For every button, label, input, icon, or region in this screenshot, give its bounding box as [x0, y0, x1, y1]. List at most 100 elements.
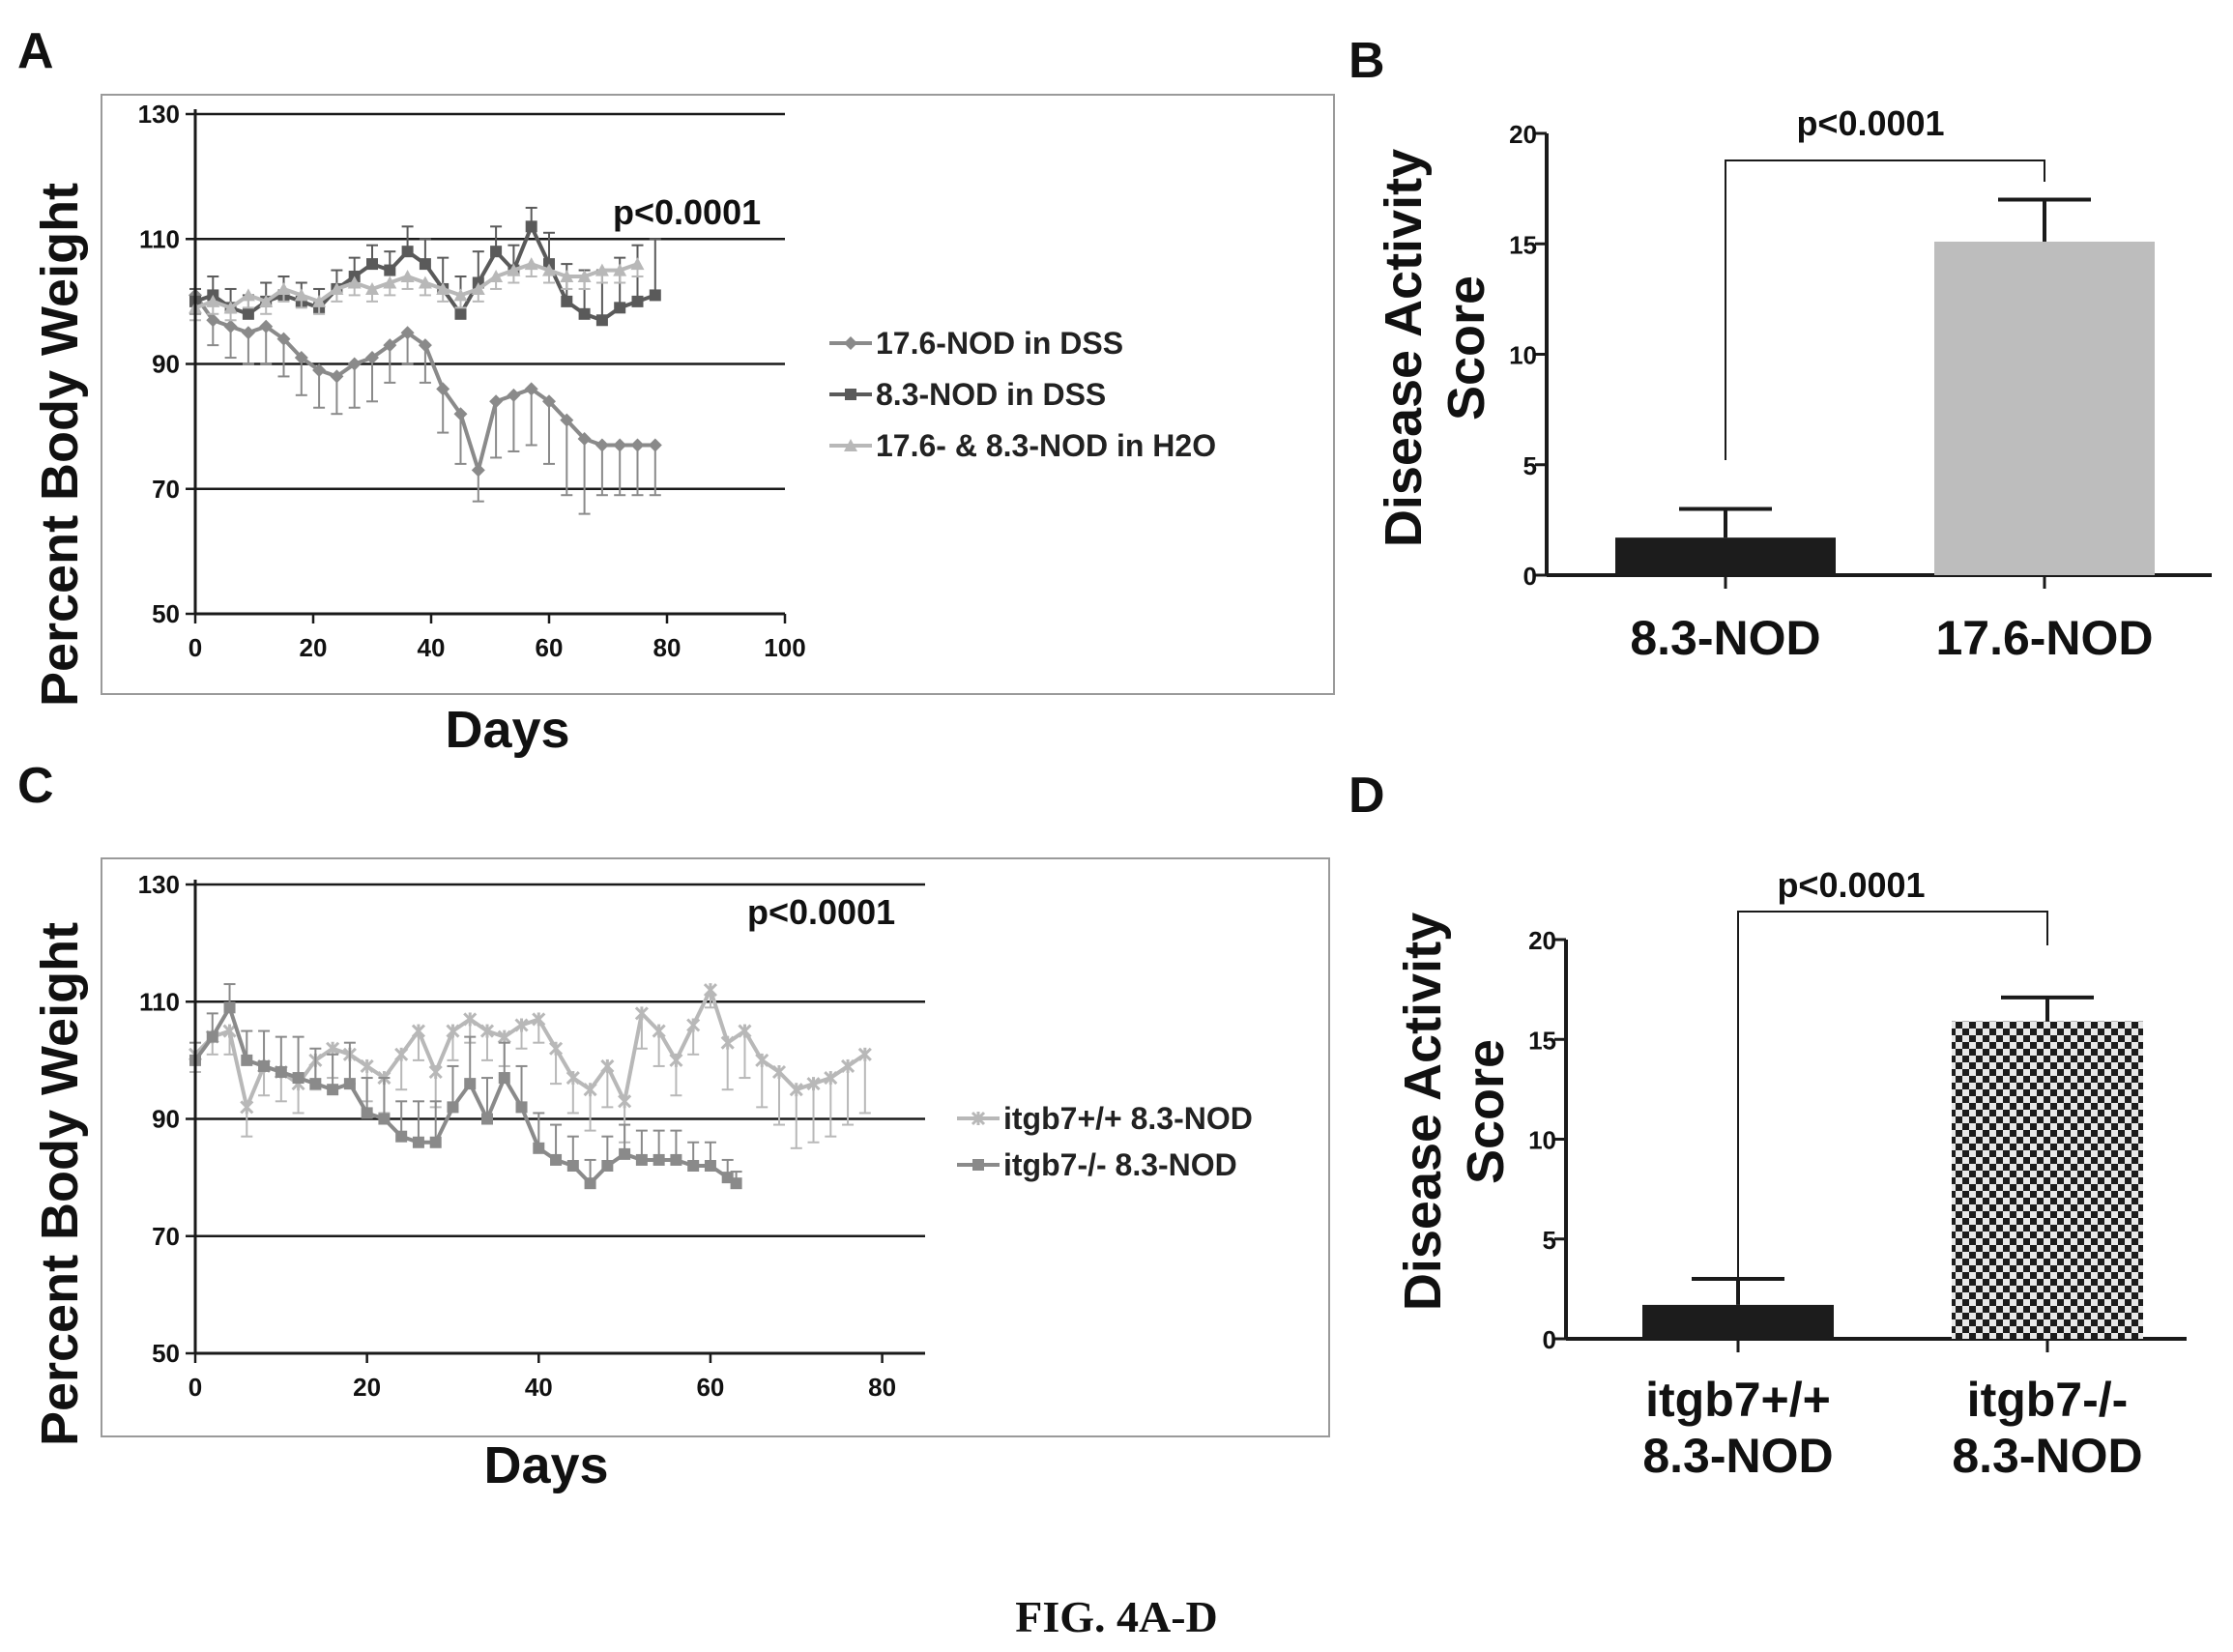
chart-c-point — [515, 1101, 528, 1114]
chart-b-pvalue: p<0.0001 — [1796, 103, 1944, 143]
chart-c-ytick-label: 70 — [152, 1222, 180, 1251]
chart-c-point — [309, 1078, 322, 1090]
chart-c-point — [532, 1012, 546, 1027]
chart-c-point — [720, 1035, 735, 1050]
chart-a-point — [649, 289, 661, 302]
chart-c-point — [378, 1113, 391, 1125]
chart-c-point — [669, 1053, 683, 1067]
chart-b-ylabel-line2: Score — [1437, 275, 1495, 420]
chart-c-point — [514, 1018, 529, 1032]
chart-a-point — [347, 357, 362, 371]
chart-c-point — [411, 1024, 426, 1038]
chart-a-legend-label: 17.6-NOD in DSS — [876, 326, 1123, 361]
chart-a-ytick-label: 70 — [152, 475, 180, 504]
chart-c-xtick-label: 0 — [188, 1373, 202, 1402]
chart-a-point — [561, 295, 573, 307]
chart-c-point — [258, 1059, 271, 1072]
chart-a-point — [365, 281, 379, 295]
chart-a-legend: 17.6-NOD in DSS 8.3-NOD in DSS 17.6- & 8.3… — [829, 326, 1216, 463]
chart-a-point — [419, 258, 431, 271]
chart-c-point — [550, 1153, 563, 1166]
chart-c-point — [704, 1160, 716, 1172]
chart-a-point — [454, 307, 467, 320]
panel-letter-a: A — [17, 23, 54, 79]
chart-a-point — [614, 302, 626, 314]
chart-c-point — [857, 1047, 872, 1061]
chart-c-point — [619, 1147, 631, 1160]
chart-b: 0 5 10 15 20 8.3-NOD 17.6-NOD Disease Activity… — [1375, 103, 2212, 665]
chart-c-xtick-label: 20 — [353, 1373, 381, 1402]
chart-c-point — [241, 1054, 253, 1066]
chart-a-legend-label: 17.6- & 8.3-NOD in H2O — [876, 428, 1216, 463]
chart-a-point — [330, 281, 344, 295]
chart-a-point — [401, 246, 414, 258]
chart-a-point — [648, 438, 662, 452]
chart-c-frame — [101, 857, 1330, 1437]
chart-c-point — [824, 1071, 838, 1086]
chart-d-significance-bracket — [1737, 911, 2048, 1278]
chart-c-point — [566, 1071, 580, 1086]
chart-b-bar — [1615, 537, 1836, 575]
chart-a-point — [436, 281, 450, 295]
panel-letter-c: C — [17, 758, 54, 814]
chart-a-point — [631, 295, 644, 307]
chart-a-point — [577, 270, 592, 283]
chart-a-point — [542, 263, 556, 276]
chart-c-ytick-label: 110 — [139, 987, 180, 1016]
chart-d-category-label: itgb7-/- — [1967, 1373, 2129, 1427]
chart-d-category-label: 8.3-NOD — [1952, 1429, 2142, 1483]
chart-a-point — [436, 382, 450, 396]
chart-b-ytick-label: 5 — [1523, 451, 1537, 480]
chart-c-point — [206, 1030, 218, 1043]
chart-c-point — [601, 1160, 614, 1172]
chart-a-point — [206, 294, 220, 307]
chart-a-xtick-label: 20 — [300, 633, 328, 662]
chart-c-point — [464, 1078, 477, 1090]
chart-c-point — [703, 983, 718, 998]
chart-a-legend-label: 8.3-NOD in DSS — [876, 377, 1106, 412]
chart-a-point — [347, 275, 362, 289]
chart-c-xtick-label: 80 — [868, 1373, 896, 1402]
chart-c-ytick-label: 50 — [152, 1339, 180, 1368]
chart-a-ytick-label: 90 — [152, 350, 180, 379]
chart-a-xtick-label: 60 — [536, 633, 564, 662]
chart-c-point — [730, 1177, 742, 1190]
chart-a-point — [206, 313, 220, 328]
chart-c-point — [479, 1024, 495, 1038]
chart-c-point — [771, 1064, 787, 1080]
chart-d-ylabel-line1: Disease Activity — [1394, 913, 1452, 1311]
chart-a-series-0 — [188, 288, 662, 515]
chart-d-bar — [1952, 1021, 2143, 1339]
chart-c-point — [618, 1094, 632, 1109]
chart-c-ytick-label: 130 — [138, 870, 180, 899]
chart-d-ytick-label: 0 — [1543, 1325, 1556, 1354]
chart-a-point — [312, 362, 327, 377]
chart-a-point — [223, 301, 238, 314]
chart-c-legend-marker — [972, 1159, 984, 1171]
chart-c-series-1 — [189, 983, 742, 1190]
chart-a-xtick-label: 100 — [764, 633, 805, 662]
chart-a-point — [507, 388, 521, 402]
chart-a-point — [383, 275, 397, 289]
chart-c-point — [584, 1177, 596, 1190]
chart-a-point — [489, 270, 504, 283]
chart-c-point — [343, 1078, 356, 1090]
chart-a-series-1 — [189, 206, 661, 327]
chart-a-point — [453, 288, 468, 302]
chart-a-point — [312, 294, 327, 307]
chart-c-point — [481, 1113, 493, 1125]
chart-a-point — [400, 270, 415, 283]
chart-a-point — [471, 463, 485, 478]
chart-c-point — [686, 1018, 701, 1032]
chart-a-point — [613, 263, 627, 276]
chart-a-point — [560, 270, 574, 283]
chart-a-point — [613, 438, 627, 452]
chart-a-point — [242, 307, 254, 320]
chart-d-ylabel-line2: Score — [1457, 1039, 1515, 1184]
chart-a-ylabel: Percent Body Weight — [31, 183, 89, 707]
chart-c-series-line — [193, 984, 866, 1114]
chart-a-point — [418, 275, 432, 289]
chart-a-point — [630, 438, 645, 452]
chart-a-point — [223, 319, 238, 333]
